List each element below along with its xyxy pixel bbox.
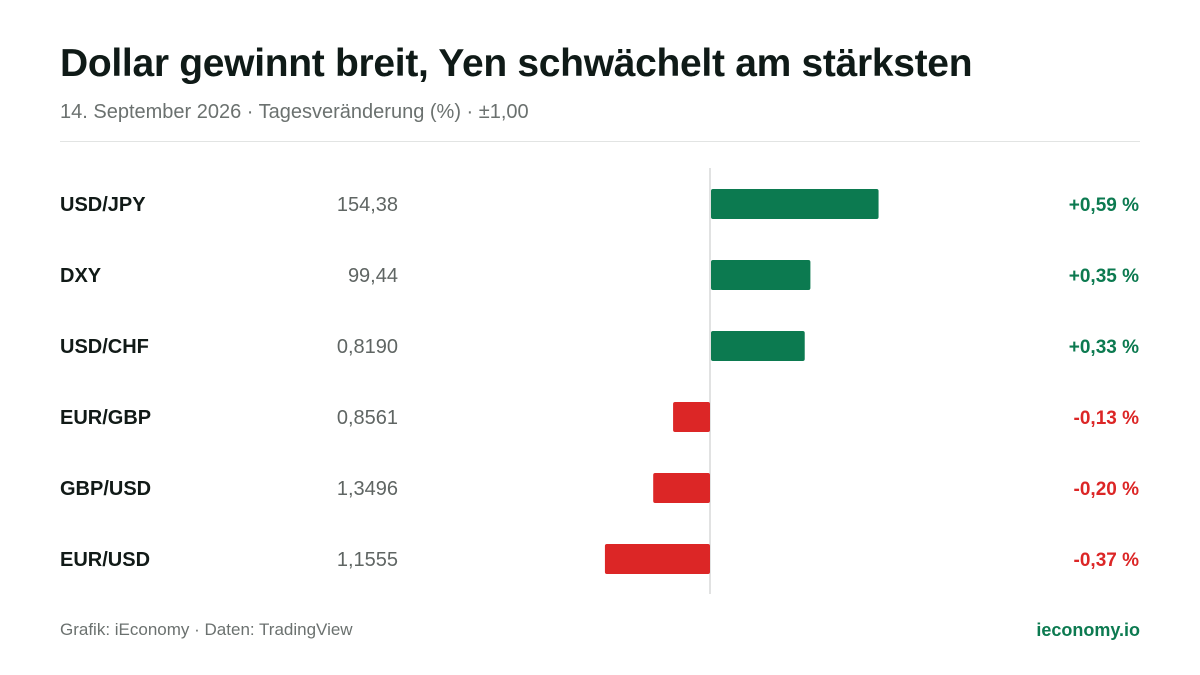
price-label: 154,38 [337, 194, 398, 216]
value-label: +0,59 % [1069, 195, 1139, 216]
bar [653, 473, 710, 503]
value-label: -0,37 % [1074, 550, 1140, 571]
bar [604, 544, 710, 574]
category-label: USD/JPY [60, 194, 146, 216]
bar [711, 260, 811, 290]
header-divider [60, 141, 1140, 142]
value-label: -0,13 % [1074, 408, 1140, 429]
chart-subtitle: 14. September 2026 · Tagesveränderung (%… [60, 101, 529, 123]
price-label: 1,1555 [337, 549, 398, 571]
value-label: -0,20 % [1074, 479, 1140, 500]
bar [673, 402, 710, 432]
brand-link[interactable]: ieconomy.io [1036, 620, 1140, 640]
category-label: DXY [60, 265, 102, 287]
price-label: 0,8190 [337, 336, 398, 358]
value-label: +0,33 % [1069, 337, 1139, 358]
chart-title: Dollar gewinnt breit, Yen schwächelt am … [60, 42, 973, 85]
price-label: 1,3496 [337, 478, 398, 500]
price-label: 0,8561 [337, 407, 398, 429]
category-label: USD/CHF [60, 336, 149, 358]
bar [711, 331, 805, 361]
bar [711, 189, 879, 219]
source-credit: Grafik: iEconomy · Daten: TradingView [60, 620, 353, 639]
price-label: 99,44 [348, 265, 398, 287]
value-label: +0,35 % [1069, 266, 1139, 287]
category-label: GBP/USD [60, 478, 151, 500]
category-label: EUR/GBP [60, 407, 151, 429]
category-label: EUR/USD [60, 549, 150, 571]
